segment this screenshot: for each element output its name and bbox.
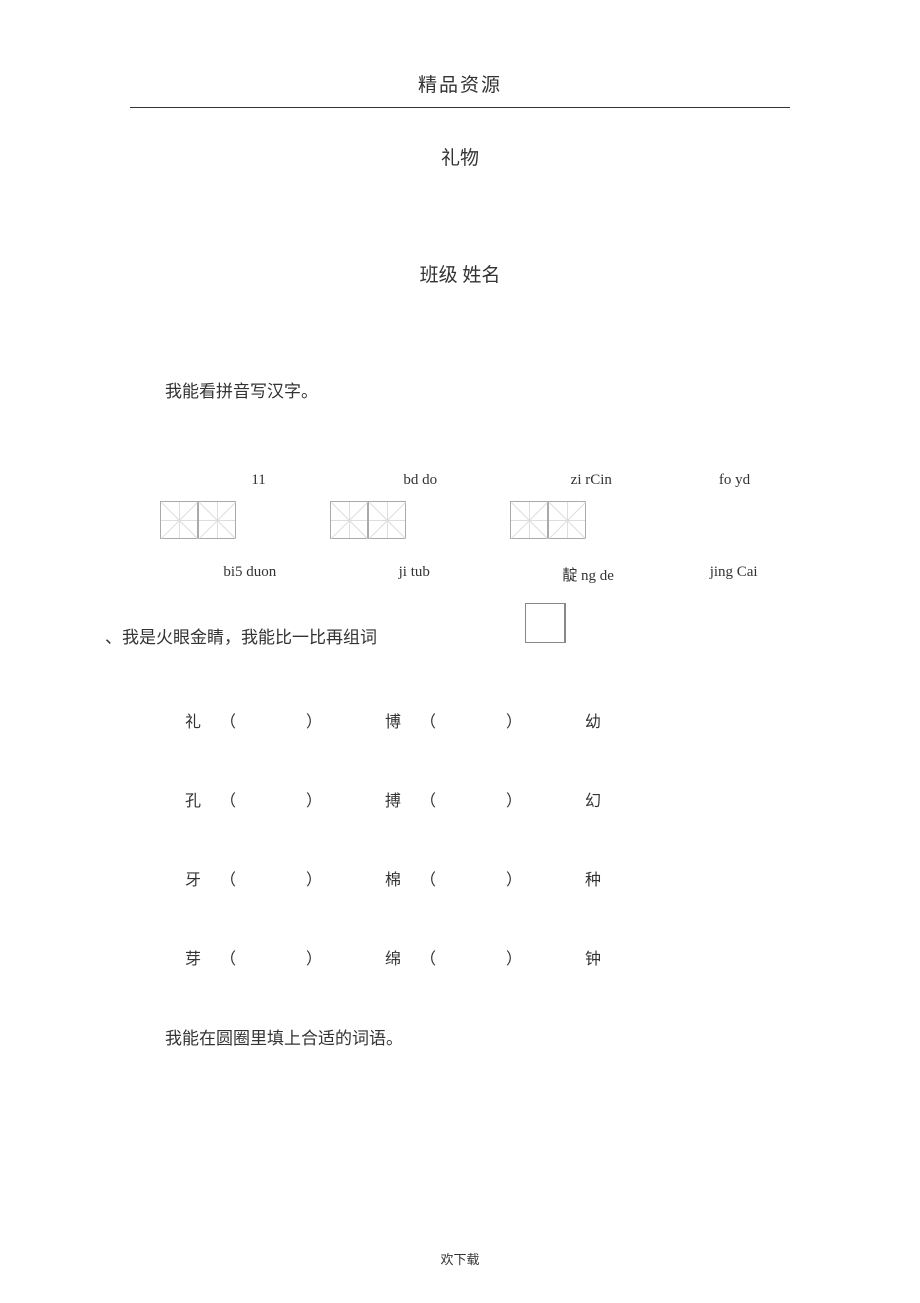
paren-right: ） bbox=[506, 945, 522, 969]
compare-item: 孔 （ ） bbox=[185, 787, 385, 811]
compare-char: 绵 bbox=[385, 945, 415, 969]
compare-item: 钟 bbox=[585, 945, 685, 969]
paren-left: （ bbox=[420, 708, 436, 732]
compare-item: 牙 （ ） bbox=[185, 866, 385, 890]
writing-grid bbox=[160, 501, 198, 539]
writing-grid bbox=[330, 501, 368, 539]
compare-item: 绵 （ ） bbox=[385, 945, 585, 969]
document-title: 礼物 bbox=[130, 143, 790, 170]
compare-char: 钟 bbox=[585, 945, 615, 969]
section-2-label: 、我是火眼金睛，我能比一比再组词 bbox=[105, 623, 790, 648]
compare-char: 幻 bbox=[585, 787, 615, 811]
writing-grid bbox=[198, 501, 236, 539]
section-3-label: 我能在圆圈里填上合适的词语。 bbox=[165, 1024, 790, 1049]
header-brand: 精品资源 bbox=[130, 70, 790, 97]
compare-item: 芽 （ ） bbox=[185, 945, 385, 969]
pinyin-cell: bi5 duon bbox=[170, 564, 330, 585]
paren-left: （ bbox=[220, 945, 236, 969]
compare-char: 种 bbox=[585, 866, 615, 890]
writing-grid bbox=[548, 501, 586, 539]
paren-left: （ bbox=[220, 708, 236, 732]
compare-item: 棉 （ ） bbox=[385, 866, 585, 890]
compare-row: 芽 （ ） 绵 （ ） 钟 bbox=[185, 945, 790, 969]
pinyin-cell: fo yd bbox=[679, 472, 790, 489]
compare-char: 礼 bbox=[185, 708, 215, 732]
pinyin-cell: zi rCin bbox=[503, 472, 679, 489]
header-divider bbox=[130, 107, 790, 108]
compare-row: 牙 （ ） 棉 （ ） 种 bbox=[185, 866, 790, 890]
compare-item: 搏 （ ） bbox=[385, 787, 585, 811]
page-content: 精品资源 礼物 班级 姓名 我能看拼音写汉字。 11 bd do zi rCin… bbox=[0, 0, 920, 1089]
compare-char: 棉 bbox=[385, 866, 415, 890]
paren-right: ） bbox=[306, 787, 322, 811]
pinyin-cell: bd do bbox=[337, 472, 503, 489]
compare-char: 搏 bbox=[385, 787, 415, 811]
pinyin-cell: 11 bbox=[180, 472, 337, 489]
compare-item: 幼 bbox=[585, 708, 685, 732]
paren-left: （ bbox=[420, 945, 436, 969]
section-1-label: 我能看拼音写汉字。 bbox=[165, 377, 790, 402]
grid-box-row-1 bbox=[160, 501, 790, 539]
paren-right: ） bbox=[506, 708, 522, 732]
writing-grid bbox=[368, 501, 406, 539]
pinyin-cell: ji tub bbox=[330, 564, 499, 585]
paren-right: ） bbox=[506, 866, 522, 890]
compare-item: 博 （ ） bbox=[385, 708, 585, 732]
paren-left: （ bbox=[220, 866, 236, 890]
paren-right: ） bbox=[306, 708, 322, 732]
pinyin-cell: jing Cai bbox=[677, 564, 790, 585]
compare-row: 礼 （ ） 博 （ ） 幼 bbox=[185, 708, 790, 732]
compare-item: 礼 （ ） bbox=[185, 708, 385, 732]
paren-left: （ bbox=[220, 787, 236, 811]
compare-char: 幼 bbox=[585, 708, 615, 732]
pinyin-row-1: 11 bd do zi rCin fo yd bbox=[180, 472, 790, 489]
paren-right: ） bbox=[506, 787, 522, 811]
compare-char: 孔 bbox=[185, 787, 215, 811]
paren-right: ） bbox=[306, 945, 322, 969]
compare-char: 芽 bbox=[185, 945, 215, 969]
footer-text: 欢下载 bbox=[0, 1249, 920, 1268]
compare-item: 幻 bbox=[585, 787, 685, 811]
class-name-line: 班级 姓名 bbox=[130, 260, 790, 287]
writing-grid bbox=[510, 501, 548, 539]
compare-char: 博 bbox=[385, 708, 415, 732]
paren-left: （ bbox=[420, 787, 436, 811]
paren-right: ） bbox=[306, 866, 322, 890]
pinyin-cell: 靛 ng de bbox=[499, 564, 677, 585]
compare-row: 孔 （ ） 搏 （ ） 幻 bbox=[185, 787, 790, 811]
pinyin-row-2: bi5 duon ji tub 靛 ng de jing Cai bbox=[170, 564, 790, 585]
compare-item: 种 bbox=[585, 866, 685, 890]
compare-char: 牙 bbox=[185, 866, 215, 890]
paren-left: （ bbox=[420, 866, 436, 890]
